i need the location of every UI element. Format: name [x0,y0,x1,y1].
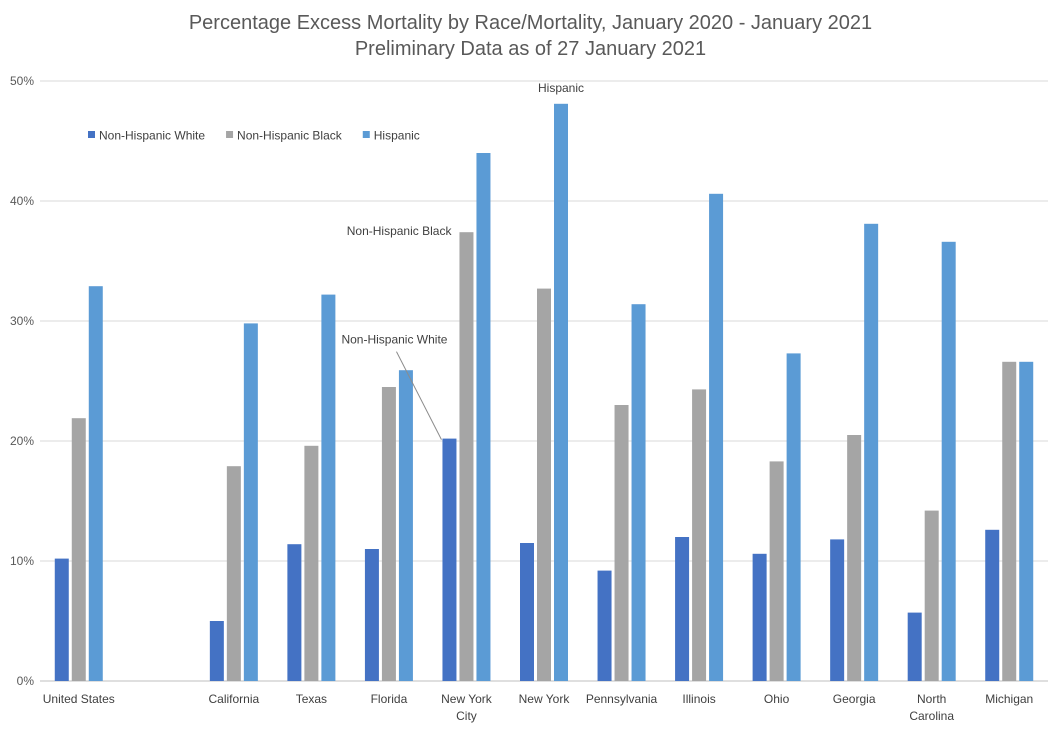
bar [459,232,474,681]
bar [304,445,319,681]
bar [1002,361,1017,681]
y-tick-label: 50% [10,74,34,88]
legend-swatch [226,131,234,138]
bar [675,537,690,681]
bar [985,529,1000,681]
x-category-label: Georgia [833,692,876,706]
bar [847,435,862,681]
annotations: Hispanic Non-Hispanic Black Non-Hispanic W… [341,81,584,440]
bar [226,466,241,681]
bar [631,304,646,681]
legend-label: Non-Hispanic Black [237,129,343,143]
bars [54,103,1034,682]
bar [692,389,707,681]
x-category-label: New York [441,692,493,706]
bar [864,223,879,682]
legend: Non-Hispanic White Non-Hispanic Black Hisp… [88,129,420,143]
x-category-label: Texas [296,692,327,706]
bar [769,461,784,681]
x-category-label: United States [43,692,115,706]
x-category-label: New York [519,692,571,706]
bar [520,543,534,681]
bar [54,558,69,681]
bar [907,612,922,681]
annotation-leader-line [396,351,442,440]
legend-swatch [88,131,95,138]
annotation-label: Non-Hispanic Black [347,224,453,238]
x-category-label: City [456,709,477,723]
x-category-label: Illinois [682,692,715,706]
bar [537,288,551,681]
bar [321,294,336,681]
y-axis-tick-labels: 0% 10% 20% 30% 40% 50% [10,74,34,688]
bar [364,549,379,681]
bar [88,286,103,681]
x-category-label: Florida [371,692,408,706]
y-tick-label: 30% [10,314,34,328]
y-tick-label: 20% [10,434,34,448]
bar [442,438,457,681]
bar [381,387,396,681]
bar [752,553,767,681]
annotation-label: Non-Hispanic White [341,333,447,347]
bar [941,241,956,682]
bar [71,418,86,681]
bar [786,353,801,681]
x-axis-category-labels: United States California Texas Florida New Y… [43,692,1034,723]
y-tick-label: 0% [17,674,35,688]
chart-subtitle: Preliminary Data as of 27 January 2021 [354,38,707,60]
bar [830,539,845,681]
bar [614,405,629,681]
x-category-label: Ohio [764,692,790,706]
legend-swatch [362,131,370,138]
x-category-label: Michigan [985,692,1033,706]
bar [597,570,612,681]
legend-label: Hispanic [374,129,420,143]
bar [476,153,491,681]
chart-title: Percentage Excess Mortality by Race/Mort… [188,12,873,34]
y-tick-label: 10% [10,554,34,568]
bar [709,193,724,682]
bar [287,544,302,681]
bar [398,370,413,681]
y-tick-label: 40% [10,194,34,208]
x-category-label: Pennsylvania [586,692,658,706]
bar [1019,361,1034,681]
x-category-label: California [208,692,259,706]
bar [924,510,939,681]
bar [243,323,258,681]
legend-label: Non-Hispanic White [99,129,205,143]
bar [554,103,568,682]
annotation-label: Hispanic [538,81,584,95]
x-category-label: Carolina [909,709,954,723]
bar [209,621,224,681]
x-category-label: North [917,692,946,706]
